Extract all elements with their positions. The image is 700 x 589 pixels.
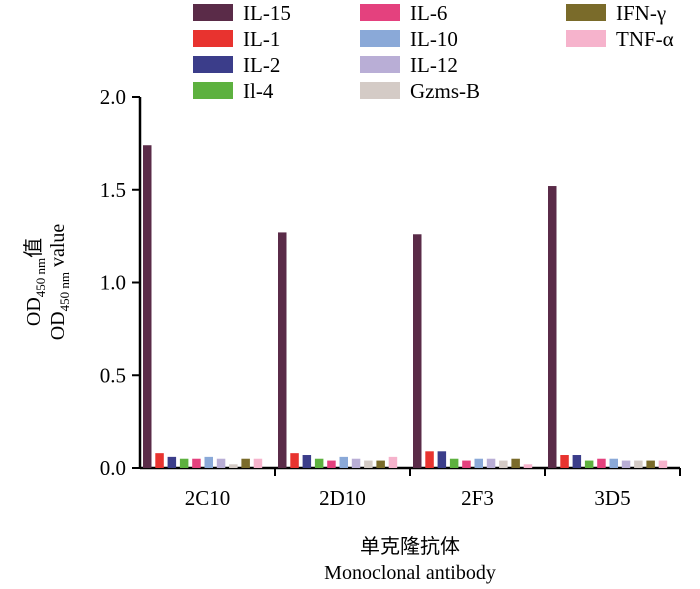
legend-swatch xyxy=(360,56,400,73)
bars xyxy=(143,145,668,469)
bar-IL-1-2F3 xyxy=(425,451,434,468)
bar-IL-15-2D10 xyxy=(278,232,287,468)
legend-label: IFN-γ xyxy=(616,1,666,25)
x-axis-title-en: Monoclonal antibody xyxy=(324,562,496,584)
bar-IL-2-2C10 xyxy=(167,456,177,468)
legend-label: IL-15 xyxy=(243,1,291,25)
y-tick-label: 2.0 xyxy=(100,85,126,109)
x-tick-label: 2C10 xyxy=(185,486,231,510)
legend-swatch xyxy=(566,4,606,21)
x-axis-title-cn: 单克隆抗体 xyxy=(360,534,460,558)
bar-IL-10-2F3 xyxy=(474,458,483,468)
bar-TNF-α-2F3 xyxy=(523,464,533,468)
bar-IFN-γ-2D10 xyxy=(376,460,385,468)
legend-label: Gzms-B xyxy=(410,79,480,103)
x-axis: 2C10 2D10 2F3 3D5 xyxy=(140,466,681,510)
bar-IL-1-3D5 xyxy=(560,455,569,468)
legend-swatch xyxy=(360,30,400,47)
legend-label: Il-4 xyxy=(243,79,274,103)
legend-swatch xyxy=(566,30,606,47)
y-tick-label: 0.5 xyxy=(100,363,126,387)
bar-IL-12-2F3 xyxy=(486,458,496,468)
y-tick-label: 1.5 xyxy=(100,178,126,202)
x-tick-label: 2F3 xyxy=(461,486,494,510)
legend-swatch xyxy=(193,82,233,99)
bar-IL-6-2C10 xyxy=(192,458,201,468)
bar-IFN-γ-3D5 xyxy=(646,460,655,468)
bar-TNF-α-3D5 xyxy=(658,460,668,468)
bar-IL-10-2C10 xyxy=(204,456,213,468)
bar-Il-4-2D10 xyxy=(314,458,324,468)
bar-IL-6-3D5 xyxy=(597,458,606,468)
bar-IL-15-2F3 xyxy=(413,234,422,468)
legend-swatch xyxy=(193,4,233,21)
legend-label: TNF-α xyxy=(616,27,674,51)
bar-IL-2-3D5 xyxy=(572,455,582,468)
bar-IL-6-2D10 xyxy=(327,460,336,468)
bar-IL-1-2C10 xyxy=(155,453,164,468)
bar-IL-2-2F3 xyxy=(437,451,447,468)
x-tick-label: 3D5 xyxy=(594,486,630,510)
bar-IL-12-2C10 xyxy=(216,458,226,468)
bar-Il-4-2F3 xyxy=(449,458,459,468)
bar-IL-1-2D10 xyxy=(290,453,299,468)
bar-IL-15-3D5 xyxy=(548,186,557,469)
bar-Gzms-B-2F3 xyxy=(499,460,508,468)
bar-IL-12-2D10 xyxy=(351,458,361,468)
bar-TNF-α-2C10 xyxy=(253,458,263,468)
bar-TNF-α-2D10 xyxy=(388,456,398,468)
y-axis: 0.0 0.5 1.0 1.5 2.0 xyxy=(100,85,142,480)
legend-label: IL-1 xyxy=(243,27,280,51)
bar-Il-4-2C10 xyxy=(179,458,189,468)
legend-label: IL-10 xyxy=(410,27,458,51)
y-tick-label: 0.0 xyxy=(100,456,126,480)
bar-IL-10-3D5 xyxy=(609,458,618,468)
bar-IL-12-3D5 xyxy=(621,460,631,468)
bar-Gzms-B-2C10 xyxy=(229,464,238,468)
bar-IL-6-2F3 xyxy=(462,460,471,468)
y-axis-title-cn: OD450 nm值 xyxy=(21,238,48,326)
bar-IL-15-2C10 xyxy=(143,145,152,469)
legend-swatch xyxy=(193,56,233,73)
x-tick-label: 2D10 xyxy=(319,486,366,510)
bar-Il-4-3D5 xyxy=(584,460,594,468)
legend-swatch xyxy=(360,4,400,21)
legend-swatch xyxy=(193,30,233,47)
y-axis-title: OD450 nm值 OD450 nm value xyxy=(21,224,72,341)
bar-IL-10-2D10 xyxy=(339,456,348,468)
bar-Gzms-B-2D10 xyxy=(364,460,373,468)
legend-label: IL-6 xyxy=(410,1,447,25)
bar-Gzms-B-3D5 xyxy=(634,460,643,468)
bar-IFN-γ-2F3 xyxy=(511,458,520,468)
legend-label: IL-12 xyxy=(410,53,458,77)
bar-IFN-γ-2C10 xyxy=(241,458,250,468)
y-axis-title-en: OD450 nm value xyxy=(47,224,72,341)
legend-swatch xyxy=(360,82,400,99)
y-tick-label: 1.0 xyxy=(100,271,126,295)
legend-label: IL-2 xyxy=(243,53,280,77)
bar-IL-2-2D10 xyxy=(302,455,312,468)
